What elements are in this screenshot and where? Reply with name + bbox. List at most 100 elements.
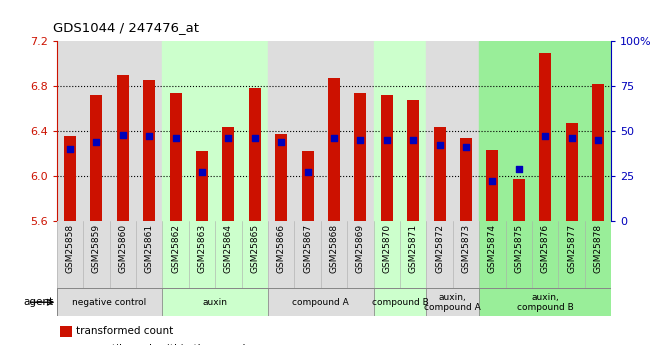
Bar bbox=[381, 95, 393, 221]
Bar bbox=[242, 221, 268, 288]
Bar bbox=[513, 179, 525, 221]
Point bbox=[566, 136, 577, 141]
Bar bbox=[110, 221, 136, 288]
Point bbox=[540, 134, 550, 139]
Text: GSM25858: GSM25858 bbox=[65, 224, 74, 273]
Bar bbox=[162, 41, 268, 221]
Text: GSM25876: GSM25876 bbox=[540, 224, 550, 273]
Text: GSM25869: GSM25869 bbox=[356, 224, 365, 273]
Bar bbox=[434, 127, 446, 221]
Point bbox=[514, 166, 524, 171]
Bar bbox=[532, 221, 558, 288]
Bar bbox=[143, 79, 155, 221]
Text: GSM25861: GSM25861 bbox=[145, 224, 154, 273]
Text: GDS1044 / 247476_at: GDS1044 / 247476_at bbox=[53, 21, 200, 34]
Bar bbox=[479, 221, 506, 288]
Bar bbox=[249, 88, 261, 221]
Point bbox=[276, 139, 287, 145]
Bar bbox=[196, 151, 208, 221]
Bar bbox=[373, 221, 400, 288]
Bar bbox=[566, 123, 578, 221]
Text: GSM25871: GSM25871 bbox=[409, 224, 418, 273]
Bar bbox=[426, 41, 479, 221]
Bar bbox=[407, 100, 419, 221]
Bar bbox=[453, 221, 479, 288]
Text: transformed count: transformed count bbox=[76, 326, 174, 336]
Bar bbox=[268, 221, 295, 288]
Point bbox=[170, 136, 181, 141]
Text: agent: agent bbox=[23, 297, 53, 307]
Text: GSM25862: GSM25862 bbox=[171, 224, 180, 273]
Bar bbox=[162, 221, 189, 288]
Bar bbox=[460, 138, 472, 221]
Bar bbox=[295, 221, 321, 288]
Bar bbox=[426, 221, 453, 288]
Text: GSM25864: GSM25864 bbox=[224, 224, 233, 273]
Bar bbox=[539, 53, 551, 221]
Point bbox=[302, 170, 313, 175]
Point bbox=[196, 170, 207, 175]
Bar bbox=[90, 95, 102, 221]
Point bbox=[329, 136, 339, 141]
Point bbox=[408, 137, 419, 143]
Bar bbox=[170, 93, 182, 221]
Point bbox=[144, 134, 154, 139]
Text: compound B: compound B bbox=[371, 298, 428, 307]
Bar bbox=[506, 221, 532, 288]
Point bbox=[91, 139, 102, 145]
Point bbox=[487, 179, 498, 184]
Bar bbox=[479, 288, 611, 316]
Point bbox=[65, 146, 75, 152]
Bar bbox=[302, 151, 313, 221]
Text: GSM25865: GSM25865 bbox=[250, 224, 259, 273]
Bar bbox=[189, 221, 215, 288]
Point bbox=[434, 143, 445, 148]
Point bbox=[118, 132, 128, 137]
Text: GSM25878: GSM25878 bbox=[594, 224, 603, 273]
Text: GSM25863: GSM25863 bbox=[198, 224, 206, 273]
Bar bbox=[57, 288, 162, 316]
Bar bbox=[486, 150, 498, 221]
Bar bbox=[268, 288, 373, 316]
Bar bbox=[275, 135, 287, 221]
Text: GSM25874: GSM25874 bbox=[488, 224, 497, 273]
Bar bbox=[117, 75, 129, 221]
Text: GSM25877: GSM25877 bbox=[567, 224, 576, 273]
Point bbox=[593, 137, 603, 143]
Text: GSM25872: GSM25872 bbox=[435, 224, 444, 273]
Bar bbox=[558, 221, 584, 288]
Bar bbox=[57, 221, 84, 288]
Bar bbox=[268, 41, 373, 221]
Bar bbox=[592, 84, 604, 221]
Bar bbox=[373, 41, 426, 221]
Bar bbox=[215, 221, 242, 288]
Bar bbox=[57, 41, 162, 221]
Bar bbox=[400, 221, 426, 288]
Bar bbox=[84, 221, 110, 288]
Text: negative control: negative control bbox=[72, 298, 147, 307]
Text: GSM25860: GSM25860 bbox=[118, 224, 128, 273]
Text: GSM25859: GSM25859 bbox=[92, 224, 101, 273]
Bar bbox=[373, 288, 426, 316]
Point bbox=[355, 137, 366, 143]
Text: GSM25866: GSM25866 bbox=[277, 224, 286, 273]
Text: GSM25868: GSM25868 bbox=[329, 224, 339, 273]
Bar bbox=[222, 127, 234, 221]
Text: auxin: auxin bbox=[202, 298, 228, 307]
Point bbox=[249, 136, 260, 141]
Point bbox=[381, 137, 392, 143]
Bar bbox=[162, 288, 268, 316]
Point bbox=[461, 145, 472, 150]
Bar bbox=[328, 78, 340, 221]
Point bbox=[223, 136, 234, 141]
Text: auxin,
compound A: auxin, compound A bbox=[424, 293, 481, 312]
Text: compound A: compound A bbox=[293, 298, 349, 307]
Bar bbox=[479, 41, 611, 221]
Bar bbox=[321, 221, 347, 288]
Bar bbox=[347, 221, 373, 288]
Text: GSM25867: GSM25867 bbox=[303, 224, 312, 273]
Text: GSM25873: GSM25873 bbox=[462, 224, 470, 273]
Bar bbox=[355, 93, 366, 221]
Bar bbox=[59, 326, 71, 337]
Text: GSM25875: GSM25875 bbox=[514, 224, 523, 273]
